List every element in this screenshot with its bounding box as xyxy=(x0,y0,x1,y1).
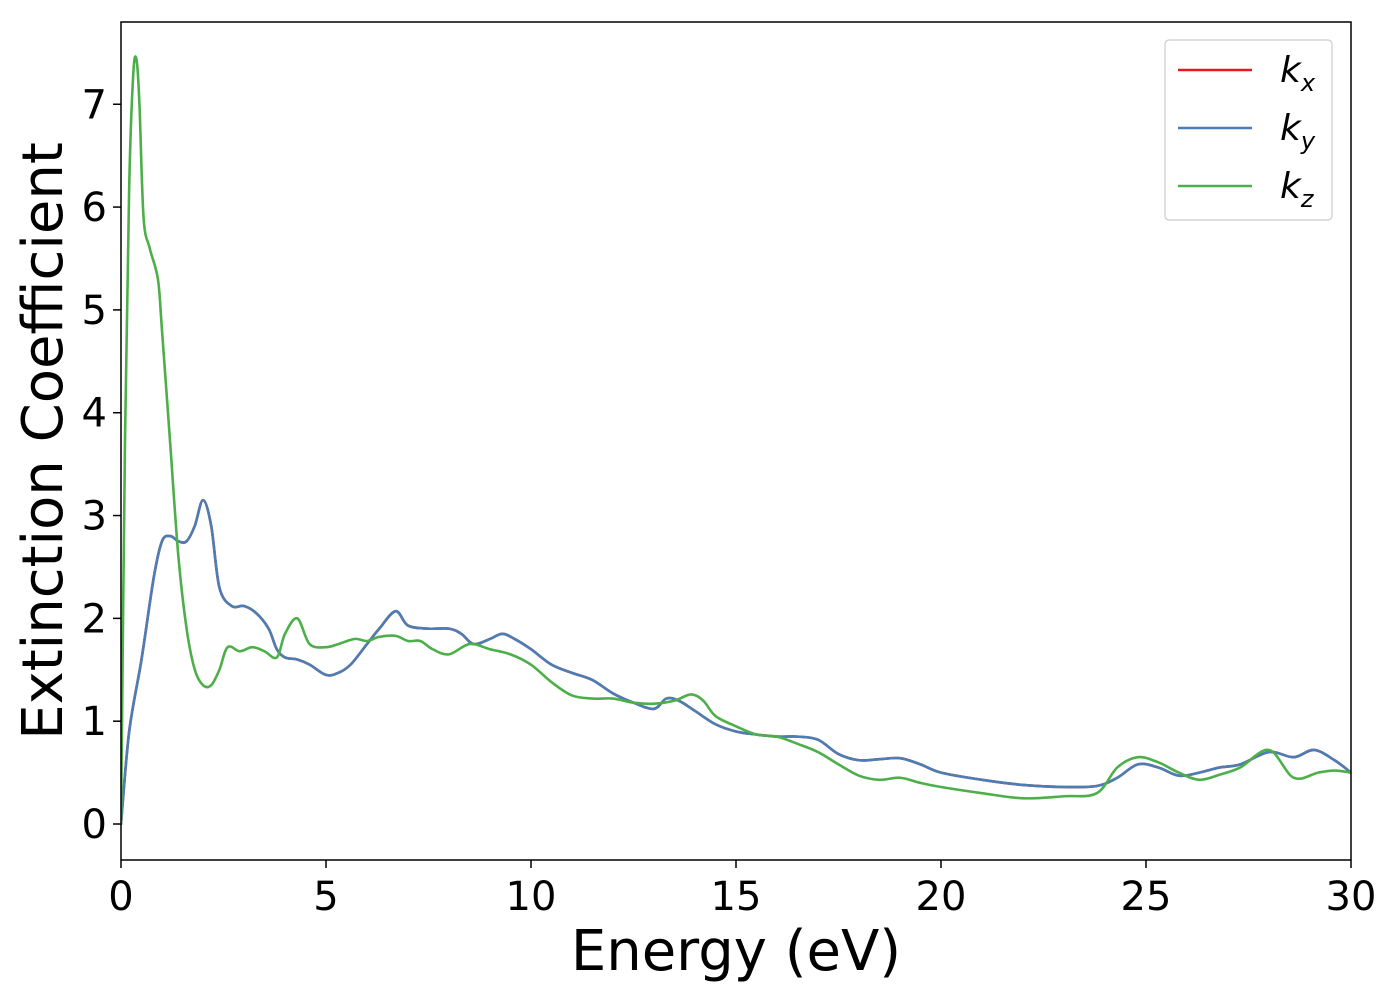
legend-label-ky: ky xyxy=(1280,108,1316,155)
legend-label-main: k xyxy=(1280,166,1303,207)
x-axis-ticks: 0 5 10 15 20 25 30 xyxy=(108,860,1376,920)
y-tick-label: 3 xyxy=(82,494,107,540)
x-tick-label: 20 xyxy=(916,874,967,920)
legend-label-subscript: y xyxy=(1300,127,1316,155)
series-line-kz xyxy=(121,55,1351,826)
y-tick-label: 4 xyxy=(82,391,107,437)
x-tick-label: 5 xyxy=(313,874,338,920)
legend-box xyxy=(1164,39,1333,221)
series-line-ky xyxy=(121,498,1351,826)
x-tick-label: 25 xyxy=(1121,874,1172,920)
y-axis-title: Extinction Coefficient xyxy=(11,142,76,740)
x-tick-label: 15 xyxy=(711,874,762,920)
legend-label-subscript: x xyxy=(1300,69,1316,97)
y-tick-label: 0 xyxy=(82,802,107,848)
legend-label-kx: kx xyxy=(1280,50,1316,97)
x-axis-title: Energy (eV) xyxy=(571,919,901,984)
y-axis-ticks: 0 1 2 3 4 5 6 7 xyxy=(82,82,121,848)
series-layer xyxy=(121,55,1351,826)
y-tick-label: 7 xyxy=(82,82,107,128)
legend-label-main: k xyxy=(1280,108,1303,149)
y-tick-label: 5 xyxy=(82,288,107,334)
y-tick-label: 1 xyxy=(82,699,107,745)
y-tick-label: 6 xyxy=(82,185,107,231)
y-tick-label: 2 xyxy=(82,596,107,642)
legend-label-kz: kz xyxy=(1280,166,1315,213)
x-tick-label: 0 xyxy=(108,874,133,920)
legend-label-subscript: z xyxy=(1300,185,1315,213)
x-tick-label: 10 xyxy=(506,874,557,920)
x-tick-label: 30 xyxy=(1326,874,1377,920)
legend-label-main: k xyxy=(1280,50,1303,91)
